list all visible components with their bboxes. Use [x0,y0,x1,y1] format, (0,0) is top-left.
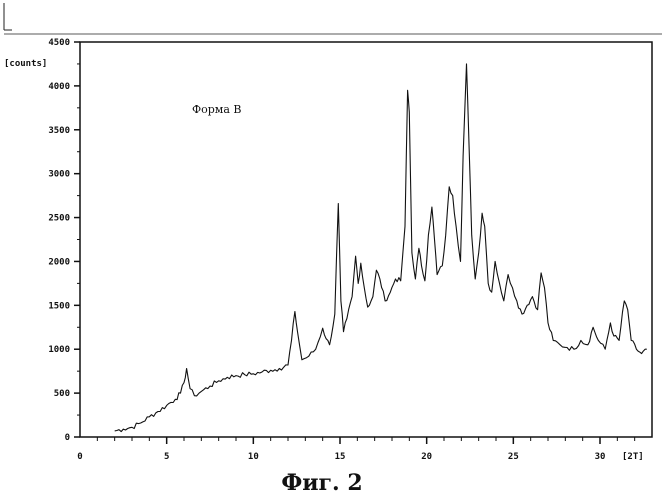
x-tick-label: 10 [248,452,259,462]
y-tick-label: 2000 [48,257,70,267]
y-tick-label: 0 [65,433,70,443]
y-tick-label: 500 [54,389,70,399]
y-tick-label: 3500 [48,126,70,136]
figure-caption: Фиг. 2 [281,470,362,496]
y-axis: 0 500 1000 1500 2000 2500 3000 3500 4000 4500 [48,38,80,443]
plot-frame [80,42,652,437]
scan-artifacts [4,3,662,34]
y-unit-label: [counts] [4,59,47,69]
y-tick-label: 4500 [48,38,70,48]
y-tick-label: 1500 [48,301,70,311]
x-tick-label: 0 [77,452,82,462]
x-tick-label: 5 [164,452,169,462]
y-tick-label: 4000 [48,82,70,92]
x-tick-label: 20 [421,452,432,462]
diffraction-pattern-line [115,64,647,432]
x-tick-label: 30 [595,452,606,462]
y-tick-label: 2500 [48,214,70,224]
y-tick-label: 1000 [48,345,70,355]
x-tick-label: 15 [335,452,346,462]
x-tick-label: 25 [508,452,519,462]
x-unit-label: [2T] [622,452,644,462]
y-tick-label: 3000 [48,170,70,180]
form-annotation: Форма B [192,103,242,116]
x-axis: 0 5 10 15 20 25 30 [77,437,634,462]
